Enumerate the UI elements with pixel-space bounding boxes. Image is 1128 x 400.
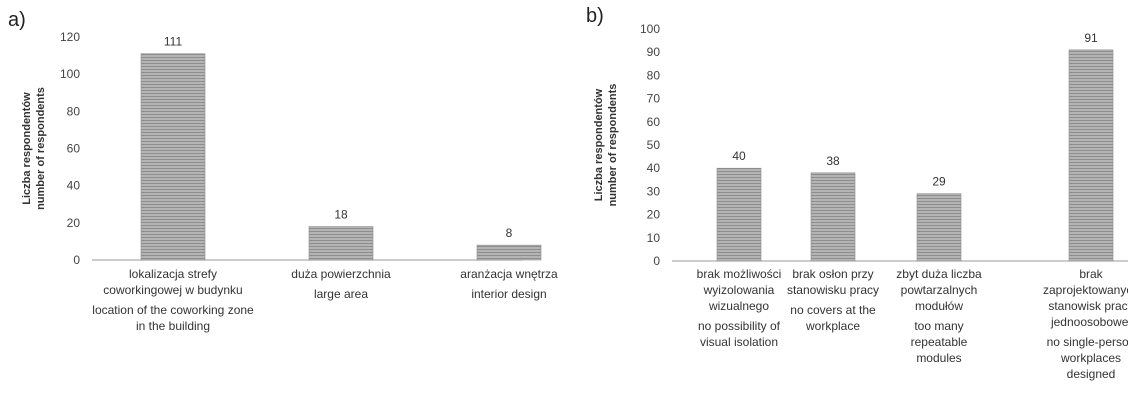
chart-b-svg: b) 0 10 20 30 40 50 60 70 80 90 100 Liczba responden…: [586, 5, 1128, 381]
category-label-en: too many: [914, 319, 963, 333]
category-label-en: modules: [916, 351, 961, 365]
category-label-pl: jednoosobowej: [1050, 315, 1128, 329]
y-tick-label: 10: [647, 231, 661, 245]
category-label-pl: lokalizacja strefy: [129, 267, 217, 281]
category-label-en: workplaces: [1060, 351, 1121, 365]
category-label-en: large area: [314, 287, 368, 301]
category-label-en: no possibility of: [698, 319, 781, 333]
category-label-en: visual isolation: [700, 335, 778, 349]
bar-value-label: 8: [506, 226, 513, 240]
y-tick-label: 50: [647, 138, 661, 152]
y-tick-label: 20: [647, 208, 661, 222]
bar: [810, 172, 856, 262]
panel-label: b): [586, 5, 604, 27]
y-axis-label: number of respondents: [35, 87, 47, 210]
y-axis-label: number of respondents: [607, 84, 619, 207]
y-tick-label: 0: [653, 254, 660, 268]
y-tick-label: 60: [647, 115, 661, 129]
category-label-pl: wizualnego: [708, 299, 769, 313]
category-label-pl: powtarzalnych: [901, 283, 978, 297]
chart-a-svg: a) 0 20 40 60 80 100 120 Liczba respondentów numb…: [8, 9, 558, 333]
y-axis-label: Liczba respondentów: [593, 88, 605, 201]
category-label-pl: coworkingowej w budynku: [103, 283, 242, 297]
category-label-pl: brak możliwości: [697, 267, 782, 281]
category-label-pl: duża powierzchnia: [291, 267, 391, 281]
category-label-pl: aranżacja wnętrza: [460, 267, 558, 281]
y-tick-label: 100: [60, 67, 80, 81]
category-label-en: interior design: [471, 287, 546, 301]
bar-value-label: 38: [826, 154, 840, 168]
y-tick-label: 70: [647, 92, 661, 106]
y-tick-label: 40: [647, 161, 661, 175]
category-label-pl: stanowisku pracy: [787, 283, 879, 297]
y-tick-label: 80: [67, 104, 81, 118]
bar-value-label: 111: [164, 35, 183, 49]
category-label-pl: wyizolowania: [703, 283, 775, 297]
category-label-en: workplace: [805, 319, 860, 333]
y-tick-label: 100: [640, 22, 660, 36]
panel-label: a): [8, 9, 26, 31]
bar: [140, 53, 206, 261]
category-label-pl: brak osłon przy: [792, 267, 873, 281]
bar: [308, 226, 374, 261]
y-tick-label: 90: [647, 45, 661, 59]
y-tick-label: 20: [67, 216, 81, 230]
category-label-pl: modułów: [915, 299, 963, 313]
chart-panel-a: a) 0 20 40 60 80 100 120 Liczba respondentów numb…: [8, 9, 558, 333]
category-label-pl: zaprojektowanych: [1043, 283, 1128, 297]
category-label-en: repeatable: [911, 335, 968, 349]
category-label-en: no single-person: [1047, 335, 1128, 349]
bar-value-label: 29: [932, 175, 946, 189]
bar: [476, 244, 542, 261]
bar-value-label: 18: [334, 208, 348, 222]
category-label-en: location of the coworking zone: [92, 303, 254, 317]
bar: [716, 167, 762, 262]
bar: [1068, 49, 1114, 262]
y-tick-label: 80: [647, 68, 661, 82]
y-tick-label: 0: [73, 253, 80, 267]
category-label-en: in the building: [136, 319, 210, 333]
category-label-pl: stanowisk pracy: [1048, 299, 1128, 313]
category-label-pl: zbyt duża liczba: [896, 267, 982, 281]
chart-panel-b: b) 0 10 20 30 40 50 60 70 80 90 100 Liczba responden…: [564, 0, 1128, 400]
y-tick-label: 60: [67, 142, 81, 156]
category-label-en: no covers at the: [790, 303, 876, 317]
y-tick-label: 40: [67, 179, 81, 193]
bar-value-label: 40: [732, 149, 746, 163]
y-tick-label: 120: [60, 30, 80, 44]
category-label-en: designed: [1067, 367, 1116, 381]
category-label-pl: brak: [1079, 267, 1103, 281]
y-axis-label: Liczba respondentów: [21, 92, 33, 205]
y-tick-label: 30: [647, 184, 661, 198]
bar: [916, 193, 962, 262]
bar-value-label: 91: [1084, 31, 1098, 45]
